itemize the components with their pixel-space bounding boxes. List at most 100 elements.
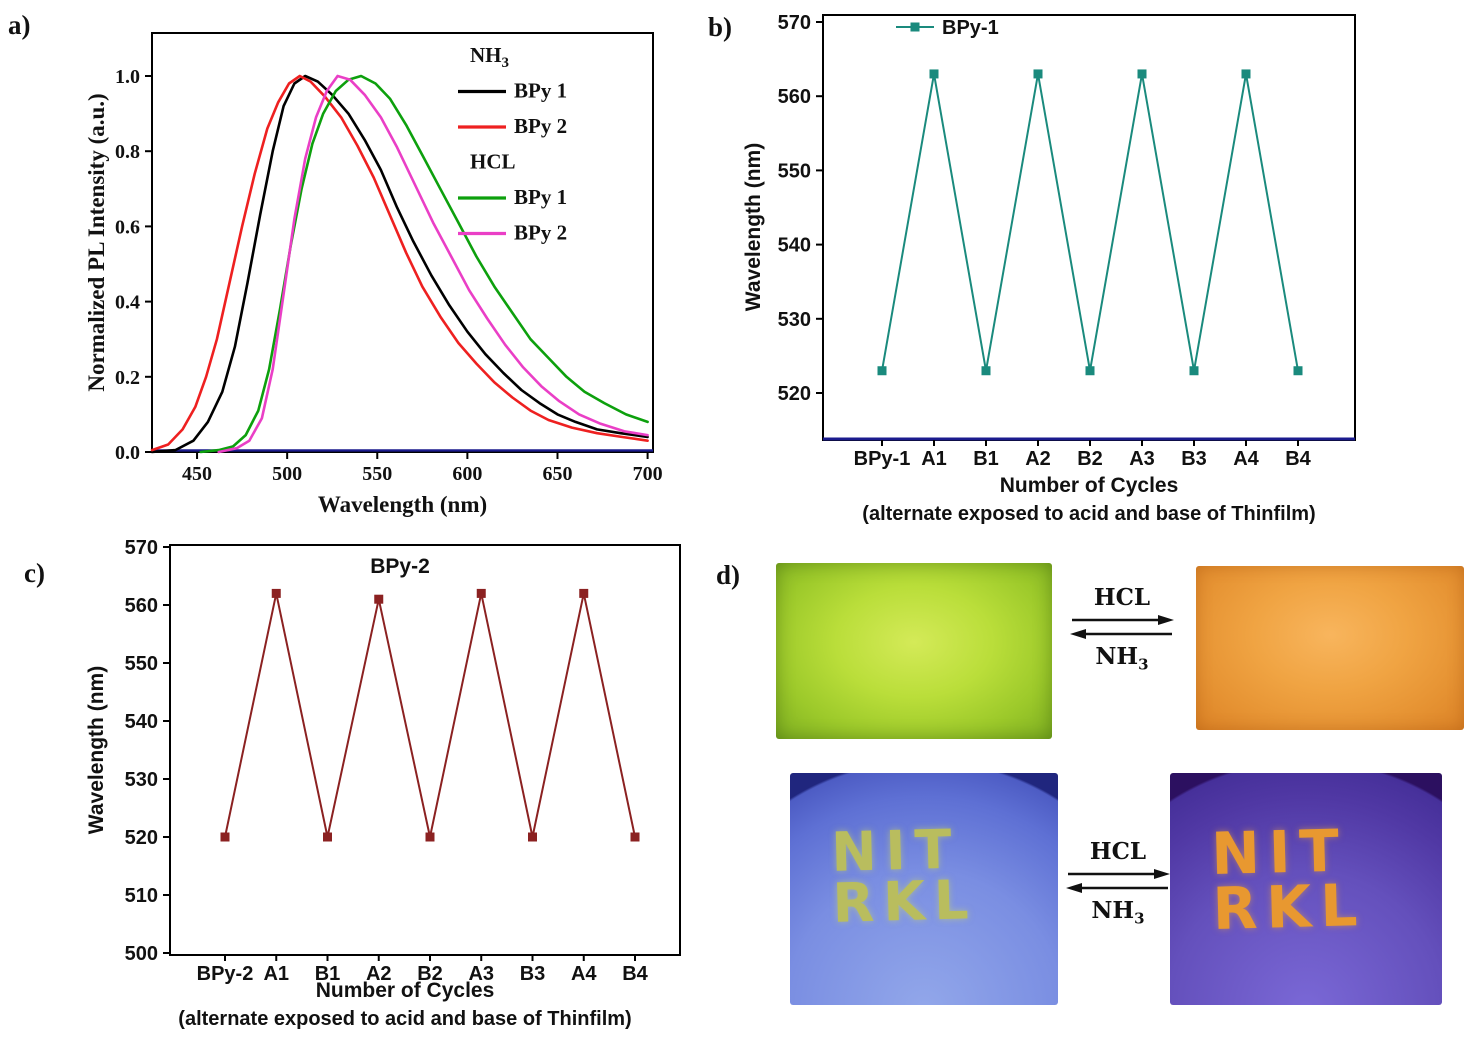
forward-reagent-label: HCL xyxy=(1089,838,1147,865)
data-marker xyxy=(630,832,640,842)
y-tick-label: 570 xyxy=(778,12,811,34)
data-marker xyxy=(1293,366,1303,376)
data-marker xyxy=(323,832,332,842)
x-axis-title: Number of Cycles xyxy=(316,979,495,1002)
y-tick-label: 520 xyxy=(778,383,811,405)
data-marker xyxy=(374,594,384,604)
y-tick-label: 500 xyxy=(125,943,158,965)
x-axis-caption: (alternate exposed to acid and base of T… xyxy=(862,503,1315,525)
x-tick-label: 700 xyxy=(633,463,663,485)
chart-title: BPy-2 xyxy=(370,555,430,578)
y-axis-title: Wavelength (nm) xyxy=(742,143,765,311)
stamp-text-acid: NIT RKL xyxy=(1210,816,1368,944)
legend-group-header: NH3 xyxy=(470,43,509,71)
y-axis-title: Normalized PL Intensity (a.u.) xyxy=(84,93,109,391)
data-marker xyxy=(579,588,589,598)
y-tick-label: 560 xyxy=(125,595,158,617)
x-tick-label: B3 xyxy=(1181,448,1207,470)
panel-d-label: d) xyxy=(716,560,741,590)
x-tick-label: BPy-1 xyxy=(854,448,911,470)
data-marker xyxy=(1033,69,1043,79)
data-marker xyxy=(1085,366,1095,376)
x-tick-label: A4 xyxy=(571,963,597,985)
x-tick-label: 550 xyxy=(362,463,392,485)
y-tick-label: 0.4 xyxy=(115,292,140,314)
y-tick-label: 530 xyxy=(125,769,158,791)
data-marker xyxy=(1189,366,1199,376)
axes-frame xyxy=(822,14,1356,441)
x-tick-label: B1 xyxy=(973,448,999,470)
y-tick-label: 540 xyxy=(778,235,811,257)
data-marker xyxy=(271,588,281,598)
data-marker xyxy=(425,832,435,842)
spectrum-NH3-BPy2 xyxy=(150,74,649,452)
x-tick-label: A1 xyxy=(921,448,947,470)
thinfilm-photo-base-green xyxy=(776,563,1052,739)
y-tick-label: 1.0 xyxy=(115,66,140,88)
axes-frame xyxy=(169,544,681,956)
x-tick-label: A4 xyxy=(1233,448,1259,470)
dish-photo-acid-purple: NIT RKL xyxy=(1170,773,1442,1005)
x-tick-label: B4 xyxy=(622,963,648,985)
spectrum-NH3-BPy1 xyxy=(150,74,649,454)
data-marker xyxy=(981,366,991,376)
stamp-text-base: NIT RKL xyxy=(830,817,979,936)
data-marker xyxy=(929,69,939,79)
reverse-reagent-label: NH3 xyxy=(1091,897,1145,928)
legend-entry-label: BPy 2 xyxy=(514,221,567,245)
spectrum-HCL-BPy2 xyxy=(217,74,649,454)
x-axis-title: Wavelength (nm) xyxy=(318,492,487,517)
legend-entry-label: BPy 1 xyxy=(514,185,567,209)
legend-entry-label: BPy 2 xyxy=(514,114,567,138)
cycle-line xyxy=(881,73,1299,371)
legend-marker xyxy=(910,22,920,32)
y-tick-label: 550 xyxy=(125,653,158,675)
x-tick-label: A3 xyxy=(1129,448,1155,470)
x-tick-label: BPy-2 xyxy=(197,963,254,985)
y-axis-title: Wavelength (nm) xyxy=(85,666,108,834)
data-marker xyxy=(1241,69,1251,79)
x-tick-label: 600 xyxy=(452,463,482,485)
legend-entry-label: BPy-1 xyxy=(942,17,999,39)
y-tick-label: 550 xyxy=(778,160,811,182)
panel-b-label: b) xyxy=(708,12,733,42)
y-tick-label: 0.6 xyxy=(115,216,140,238)
x-tick-label: A2 xyxy=(1025,448,1051,470)
y-tick-label: 510 xyxy=(125,885,158,907)
data-marker xyxy=(1137,69,1147,79)
x-tick-label: B3 xyxy=(520,963,546,985)
x-tick-label: 450 xyxy=(182,463,212,485)
x-axis-caption: (alternate exposed to acid and base of T… xyxy=(178,1008,631,1030)
x-tick-label: 500 xyxy=(272,463,302,485)
legend-entry-label: BPy 1 xyxy=(514,79,567,103)
data-marker xyxy=(220,832,230,842)
spectrum-HCL-BPy1 xyxy=(199,74,649,454)
y-tick-label: 520 xyxy=(125,827,158,849)
x-tick-label: B1 xyxy=(315,963,341,985)
reaction-arrows-film: HCL NH3 xyxy=(1066,584,1178,674)
x-tick-label: B2 xyxy=(417,963,443,985)
cycles-bpy2-chart: 500 510 520 530 540 550 560 570 BPy-2 A1 B1 A2 B2 A3 B… xyxy=(85,537,681,1030)
cycles-bpy1-chart: 520 530 540 550 560 570 BPy-1 A1 B1 A2 B2 A3 B3 A4 B4 N… xyxy=(742,12,1356,525)
y-tick-label: 570 xyxy=(125,537,158,559)
pl-spectra-chart: 450 500 550 600 650 700 0.0 0.2 0.4 0.6 0.8 1.0 Wave… xyxy=(84,32,663,517)
panel-c-label: c) xyxy=(24,558,45,588)
y-tick-label: 530 xyxy=(778,309,811,331)
cycle-line xyxy=(224,593,636,838)
equilibrium-arrows-icon xyxy=(1070,615,1174,639)
reverse-reagent-label: NH3 xyxy=(1095,643,1149,674)
data-marker xyxy=(476,588,486,598)
data-marker xyxy=(877,366,887,376)
y-tick-label: 540 xyxy=(125,711,158,733)
x-tick-label: A3 xyxy=(468,963,494,985)
y-tick-label: 0.2 xyxy=(115,367,140,389)
y-tick-label: 0.8 xyxy=(115,141,140,163)
legend-group-header: HCL xyxy=(470,150,516,174)
x-tick-label: A1 xyxy=(263,963,289,985)
panel-a-label: a) xyxy=(8,10,31,40)
x-tick-label: 650 xyxy=(542,463,572,485)
equilibrium-arrows-icon xyxy=(1066,869,1170,893)
forward-reagent-label: HCL xyxy=(1093,584,1151,611)
y-tick-label: 560 xyxy=(778,86,811,108)
x-tick-label: B2 xyxy=(1077,448,1103,470)
